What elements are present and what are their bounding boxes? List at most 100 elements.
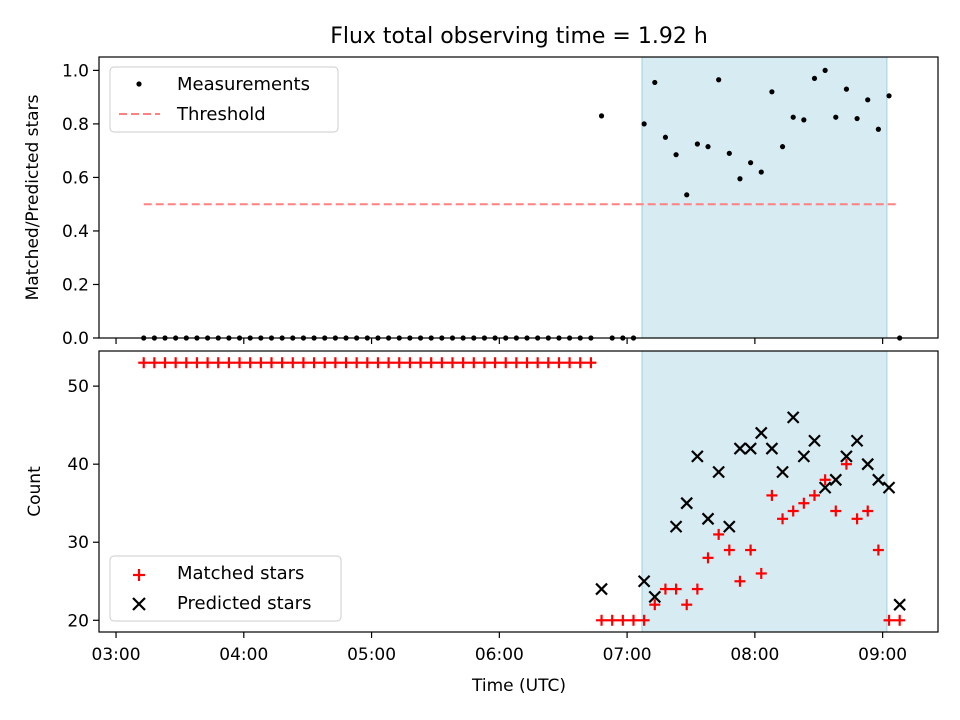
matched-star-marker bbox=[691, 583, 703, 595]
predicted-star-marker bbox=[893, 598, 906, 611]
matched-star-marker bbox=[287, 357, 299, 369]
predicted-star-marker bbox=[850, 434, 864, 448]
matched-star-marker bbox=[564, 357, 576, 369]
matched-star-marker bbox=[180, 357, 192, 369]
legend-label: Threshold bbox=[176, 104, 266, 125]
matched-star-marker bbox=[830, 505, 842, 517]
predicted-star-marker bbox=[808, 434, 821, 448]
matched-star-marker bbox=[681, 599, 693, 611]
x-tick-label: 08:00 bbox=[730, 645, 779, 665]
legend-box bbox=[109, 555, 342, 622]
matched-star-marker bbox=[276, 357, 288, 369]
observing-window-shade bbox=[641, 350, 888, 633]
matched-star-marker bbox=[415, 357, 427, 369]
matched-star-marker bbox=[659, 583, 671, 595]
predicted-star-marker bbox=[765, 442, 779, 455]
matched-star-marker bbox=[393, 357, 405, 369]
predicted-star-marker bbox=[776, 465, 789, 479]
matched-star-marker bbox=[148, 357, 160, 369]
predicted-star-marker bbox=[797, 450, 811, 463]
predicted-star-marker bbox=[648, 590, 662, 604]
matched-star-marker bbox=[404, 357, 416, 369]
matched-stars-points bbox=[138, 357, 906, 626]
y-tick-label: 20 bbox=[67, 611, 89, 631]
matched-star-marker bbox=[649, 599, 661, 611]
legend-label: Measurements bbox=[177, 74, 310, 95]
matched-star-marker bbox=[755, 567, 767, 579]
measurement-point bbox=[790, 114, 796, 120]
matched-star-marker bbox=[457, 357, 469, 369]
matched-star-marker bbox=[319, 357, 331, 369]
y-tick-label: 0.4 bbox=[62, 222, 89, 242]
matched-star-marker bbox=[521, 357, 533, 369]
matched-star-marker bbox=[234, 357, 246, 369]
measurement-point bbox=[854, 115, 860, 122]
matched-star-marker bbox=[191, 357, 203, 369]
x-tick-label: 09:00 bbox=[858, 645, 907, 665]
matched-star-marker bbox=[606, 614, 618, 626]
predicted-star-marker bbox=[786, 411, 800, 424]
measurement-point bbox=[758, 169, 764, 175]
matched-star-marker bbox=[851, 513, 863, 525]
predicted-star-marker bbox=[840, 450, 853, 463]
matched-star-marker bbox=[723, 544, 735, 556]
legend-label: Matched stars bbox=[177, 563, 304, 584]
observing-window-shade bbox=[641, 56, 888, 339]
measurement-point bbox=[822, 67, 828, 73]
predicted-star-marker bbox=[882, 481, 896, 494]
matched-star-marker bbox=[542, 357, 554, 369]
matched-star-marker bbox=[425, 357, 437, 369]
matched-star-marker bbox=[510, 357, 522, 369]
matched-star-marker bbox=[894, 614, 906, 626]
matched-star-marker bbox=[297, 357, 309, 369]
x-tick-label: 04:00 bbox=[219, 645, 268, 665]
y-tick-label: 0.6 bbox=[62, 168, 89, 188]
measurement-point bbox=[779, 144, 786, 150]
matched-star-marker bbox=[787, 505, 799, 517]
matched-star-marker bbox=[255, 357, 267, 369]
predicted-star-marker bbox=[691, 450, 704, 463]
matched-star-marker bbox=[862, 505, 874, 517]
legend: Matched stars Predicted stars bbox=[109, 555, 342, 622]
matched-star-marker bbox=[308, 357, 320, 369]
legend-plus-marker bbox=[133, 569, 145, 581]
matched-star-marker bbox=[468, 357, 480, 369]
measurement-point bbox=[652, 79, 658, 86]
y-tick-label: 50 bbox=[67, 377, 89, 397]
measurement-point bbox=[737, 176, 743, 182]
predicted-star-marker bbox=[744, 442, 757, 455]
measurement-point bbox=[865, 97, 871, 103]
matched-star-marker bbox=[777, 513, 789, 525]
matched-star-marker bbox=[745, 544, 757, 556]
y-tick-label: 0.2 bbox=[62, 275, 89, 295]
matched-star-marker bbox=[734, 575, 746, 587]
measurement-point bbox=[662, 134, 669, 140]
predicted-star-marker bbox=[680, 496, 694, 510]
legend-x-marker bbox=[132, 597, 146, 611]
predicted-star-marker bbox=[595, 582, 608, 596]
legend: Measurements Threshold bbox=[109, 66, 339, 133]
matched-star-marker bbox=[883, 614, 895, 626]
measurement-point bbox=[684, 192, 690, 198]
matched-star-marker bbox=[840, 458, 852, 470]
matched-star-marker bbox=[574, 357, 586, 369]
x-tick-label: 06:00 bbox=[475, 645, 524, 665]
predicted-stars-points bbox=[595, 411, 906, 611]
matched-star-marker bbox=[372, 357, 384, 369]
y-axis-ticks: 0.0 0.2 0.4 0.6 0.8 1.0 bbox=[62, 61, 99, 349]
matched-star-marker bbox=[170, 357, 182, 369]
measurement-point bbox=[598, 113, 605, 119]
measurement-point bbox=[641, 121, 647, 127]
legend-box bbox=[109, 66, 339, 133]
predicted-star-marker bbox=[712, 465, 725, 479]
matched-star-marker bbox=[340, 357, 352, 369]
measurement-point bbox=[843, 86, 850, 92]
predicted-star-marker bbox=[872, 473, 885, 487]
matched-star-marker bbox=[766, 489, 778, 501]
matched-star-marker bbox=[478, 357, 490, 369]
matched-star-marker bbox=[500, 357, 512, 369]
matched-star-marker bbox=[638, 614, 650, 626]
matched-star-marker bbox=[553, 357, 565, 369]
